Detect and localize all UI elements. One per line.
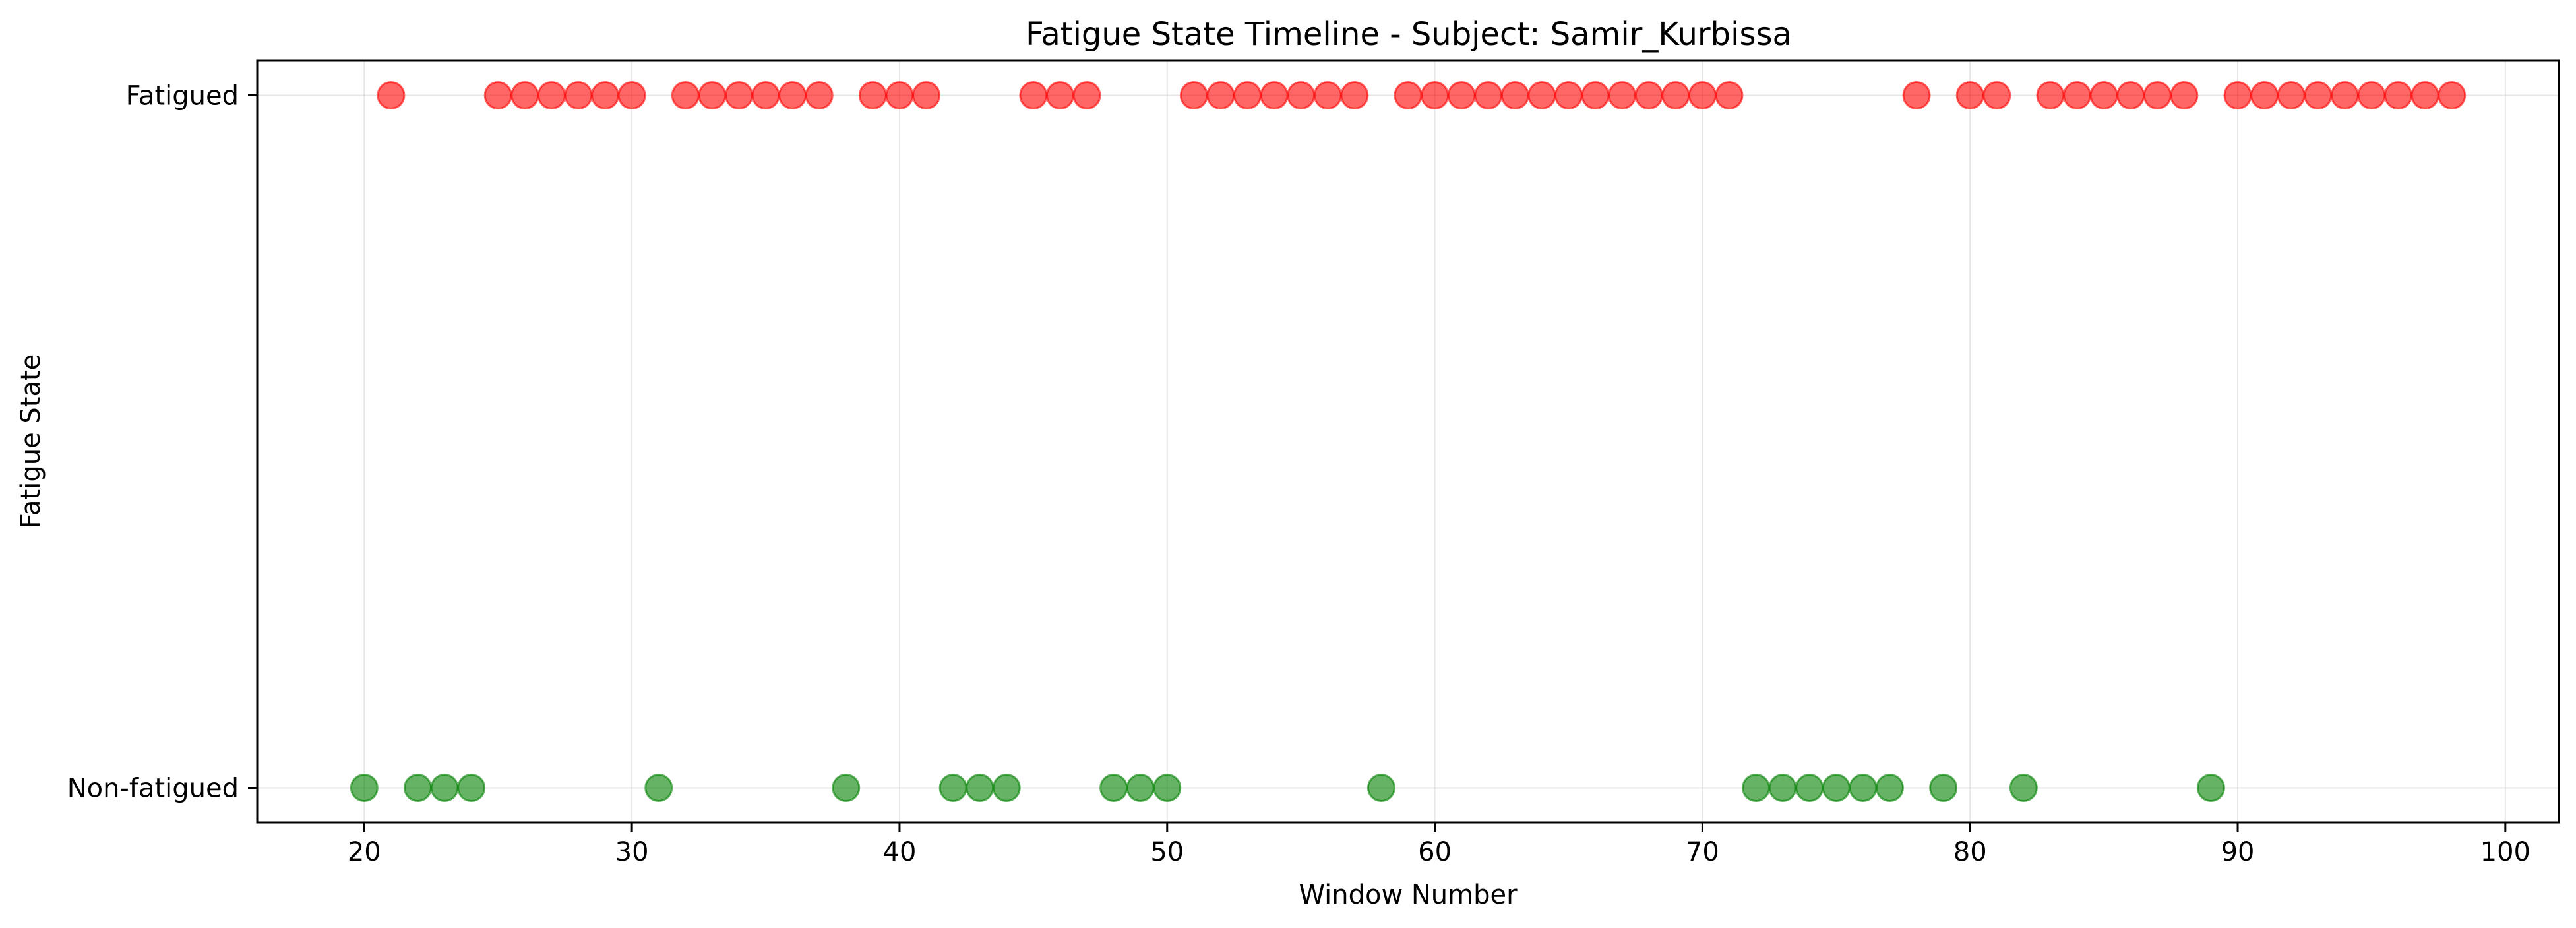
x-tick-label: 90 <box>2221 837 2255 867</box>
fatigued-point <box>1179 81 1208 109</box>
fatigued-point <box>912 81 941 109</box>
non-fatigued-point <box>1742 774 1771 802</box>
fatigued-point <box>1902 81 1931 109</box>
non-fatigued-point <box>938 774 967 802</box>
non-fatigued-point <box>1099 774 1128 802</box>
non-fatigued-point <box>2196 774 2225 802</box>
fatigued-point <box>2223 81 2252 109</box>
fatigued-point <box>1447 81 1476 109</box>
non-fatigued-point <box>1153 774 1182 802</box>
fatigued-point <box>2277 81 2306 109</box>
fatigued-point <box>1554 81 1583 109</box>
non-fatigued-point <box>966 774 995 802</box>
fatigued-point <box>1500 81 1529 109</box>
non-fatigued-point <box>1126 774 1155 802</box>
fatigued-point <box>671 81 700 109</box>
fatigued-point <box>1421 81 1450 109</box>
x-tick-label: 60 <box>1418 837 1452 867</box>
fatigued-point <box>1982 81 2011 109</box>
x-tick-label: 40 <box>883 837 917 867</box>
non-fatigued-point <box>1875 774 1904 802</box>
fatigued-point <box>1581 81 1610 109</box>
plot-frame <box>256 59 2560 824</box>
fatigued-point <box>2438 81 2467 109</box>
fatigued-point <box>1340 81 1369 109</box>
fatigued-point <box>1394 81 1423 109</box>
x-tick-label: 50 <box>1150 837 1184 867</box>
non-fatigued-point <box>1849 774 1878 802</box>
data-points <box>350 81 2467 802</box>
non-fatigued-point <box>403 774 432 802</box>
fatigued-point <box>1608 81 1637 109</box>
x-tick-label: 80 <box>1953 837 1987 867</box>
fatigued-point <box>751 81 780 109</box>
x-tick-label: 70 <box>1686 837 1719 867</box>
x-axis-label: Window Number <box>1299 880 1518 910</box>
fatigued-point <box>510 81 539 109</box>
non-fatigued-point <box>1366 774 1395 802</box>
fatigued-point <box>2250 81 2279 109</box>
fatigued-point <box>2143 81 2172 109</box>
fatigued-point <box>1661 81 1690 109</box>
non-fatigued-point <box>430 774 459 802</box>
fatigued-point <box>1260 81 1289 109</box>
fatigued-point <box>698 81 727 109</box>
fatigued-point <box>1634 81 1663 109</box>
fatigued-point <box>2304 81 2333 109</box>
fatigued-point <box>1287 81 1316 109</box>
fatigued-point <box>1474 81 1503 109</box>
y-axis-label: Fatigue State <box>16 354 46 529</box>
non-fatigued-point <box>457 774 486 802</box>
grid-lines <box>257 61 2559 822</box>
fatigued-point <box>2089 81 2118 109</box>
fatigued-point <box>1715 81 1744 109</box>
fatigued-point <box>1045 81 1074 109</box>
x-tick-label: 30 <box>615 837 649 867</box>
fatigued-point <box>564 81 593 109</box>
fatigued-point <box>805 81 834 109</box>
fatigued-point <box>2170 81 2199 109</box>
non-fatigued-point <box>992 774 1021 802</box>
fatigued-point <box>724 81 753 109</box>
y-tick-label: Non-fatigued <box>67 774 239 804</box>
fatigued-point <box>377 81 406 109</box>
fatigued-point <box>2330 81 2359 109</box>
y-tick-label: Fatigued <box>126 81 239 111</box>
non-fatigued-point <box>1768 774 1797 802</box>
non-fatigued-point <box>1929 774 1958 802</box>
fatigued-point <box>885 81 914 109</box>
fatigued-point <box>1313 81 1342 109</box>
non-fatigued-point <box>832 774 861 802</box>
fatigued-point <box>1072 81 1101 109</box>
fatigued-point <box>617 81 646 109</box>
fatigued-point <box>1206 81 1235 109</box>
fatigued-point <box>778 81 807 109</box>
fatigued-point <box>483 81 512 109</box>
chart-title: Fatigue State Timeline - Subject: Samir_… <box>1026 16 1792 53</box>
x-axis-ticks: 20 30 40 50 60 70 80 90 100 <box>348 822 2530 867</box>
x-tick-label: 100 <box>2480 837 2530 867</box>
non-fatigued-point <box>644 774 673 802</box>
fatigued-point <box>2036 81 2065 109</box>
y-axis-ticks: Non-fatigued Fatigued <box>67 81 257 804</box>
non-fatigued-point <box>350 774 379 802</box>
fatigued-point <box>2410 81 2439 109</box>
fatigued-point <box>537 81 566 109</box>
fatigued-point <box>1019 81 1048 109</box>
fatigued-point <box>591 81 620 109</box>
non-fatigued-point <box>1795 774 1824 802</box>
non-fatigued-point <box>2009 774 2038 802</box>
fatigued-point <box>1955 81 1984 109</box>
fatigued-point <box>1688 81 1717 109</box>
non-fatigued-point <box>1822 774 1851 802</box>
fatigued-point <box>2063 81 2092 109</box>
fatigued-point <box>2116 81 2145 109</box>
x-tick-label: 20 <box>348 837 381 867</box>
fatigued-point <box>858 81 887 109</box>
fatigued-point <box>2384 81 2413 109</box>
fatigued-point <box>1233 81 1262 109</box>
fatigued-point <box>1527 81 1556 109</box>
fatigued-point <box>2357 81 2386 109</box>
